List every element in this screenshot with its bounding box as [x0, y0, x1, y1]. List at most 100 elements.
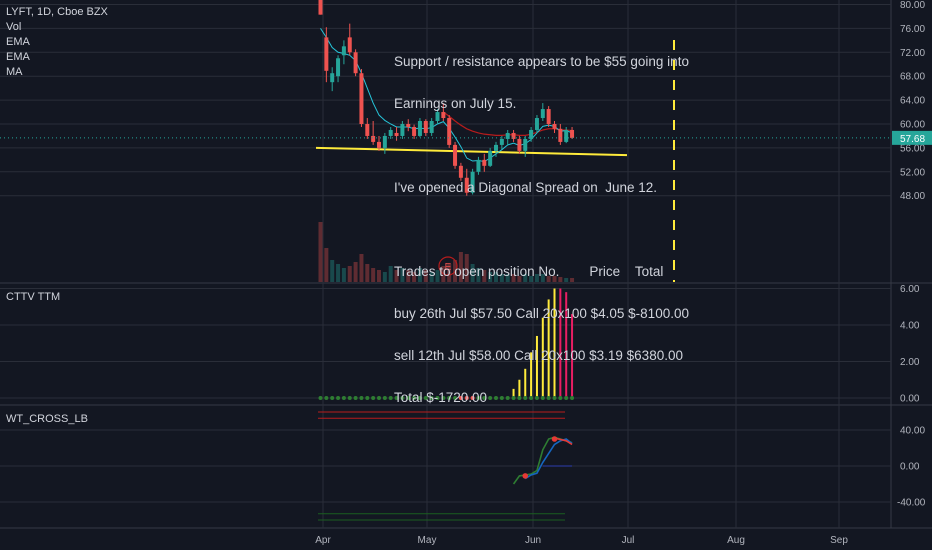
- cttv-pane-label[interactable]: CTTV TTM: [6, 291, 61, 303]
- squeeze-dot: [523, 396, 528, 400]
- volume-bar: [324, 248, 329, 282]
- cttv-tick-label: 4.00: [900, 321, 920, 332]
- candle-body: [423, 121, 428, 133]
- candle-body: [330, 73, 335, 83]
- candle-body: [552, 124, 557, 129]
- squeeze-dot: [552, 396, 557, 400]
- volume-bar: [447, 264, 452, 282]
- candle-body: [365, 124, 370, 136]
- volume-bar: [540, 274, 545, 282]
- volume-bar: [458, 252, 463, 282]
- price-tick-label: 76.00: [900, 24, 925, 35]
- candle-body: [558, 128, 563, 142]
- candle-body: [371, 135, 376, 142]
- squeeze-dot: [499, 396, 504, 400]
- squeeze-dot: [429, 396, 434, 400]
- cttv-histogram-bar: [565, 292, 568, 398]
- squeeze-dot: [570, 396, 575, 400]
- cttv-histogram-bar: [547, 299, 550, 398]
- volume-bar: [517, 276, 522, 282]
- volume-bar: [511, 274, 516, 282]
- candle-body: [318, 0, 323, 15]
- time-axis-label: Sep: [830, 535, 848, 546]
- candle-body: [494, 144, 498, 151]
- squeeze-dot: [336, 396, 341, 400]
- candle-body: [435, 112, 440, 122]
- wt-pane-label[interactable]: WT_CROSS_LB: [6, 413, 88, 425]
- price-tick-label: 60.00: [900, 120, 925, 131]
- squeeze-dot: [529, 396, 534, 400]
- candle-body: [441, 112, 446, 119]
- indicator-ema-2[interactable]: EMA: [6, 51, 30, 63]
- wt-cross-dot: [522, 473, 529, 479]
- cttv-histogram-bar: [571, 314, 574, 398]
- squeeze-dot: [406, 396, 411, 400]
- volume-bar: [423, 270, 428, 282]
- candle-body: [534, 118, 539, 130]
- squeeze-dot: [347, 396, 352, 400]
- wt-tail: [554, 437, 573, 446]
- volume-bar: [347, 266, 352, 282]
- volume-bar: [482, 270, 487, 282]
- volume-bar: [552, 276, 557, 282]
- indicator-ema-1[interactable]: EMA: [6, 36, 30, 48]
- cttv-histogram-bar: [553, 288, 556, 398]
- volume-bar: [429, 272, 434, 282]
- cttv-histogram-bar: [559, 288, 562, 398]
- squeeze-dot: [564, 396, 569, 400]
- volume-bar: [476, 268, 481, 282]
- cttv-tick-label: 6.00: [900, 284, 920, 295]
- candle-body: [511, 132, 516, 139]
- indicator-vol[interactable]: Vol: [6, 21, 22, 33]
- candle-body: [517, 138, 522, 151]
- note-spacer: [394, 139, 689, 153]
- volume-bar: [523, 274, 528, 282]
- note-line: buy 26th Jul $57.50 Call 20x100 $4.05 $-…: [394, 306, 689, 321]
- time-axis-label: Apr: [315, 535, 331, 546]
- squeeze-dot: [423, 396, 428, 400]
- trade-note[interactable]: Support / resistance appears to be $55 g…: [394, 27, 689, 419]
- squeeze-dot: [546, 396, 551, 400]
- earnings-marker-label: E: [445, 262, 452, 273]
- squeeze-dot: [558, 396, 563, 400]
- last-price-badge: [892, 130, 932, 145]
- squeeze-dot: [482, 396, 487, 400]
- candle-body: [406, 124, 411, 127]
- volume-bar: [359, 254, 364, 282]
- candle-body: [488, 150, 493, 166]
- candle-body: [394, 132, 399, 136]
- candle-body: [388, 129, 393, 136]
- volume-bar: [336, 264, 341, 282]
- volume-bar: [564, 278, 569, 282]
- note-line: Total $-1720.00: [394, 390, 488, 405]
- volume-bar: [394, 270, 399, 282]
- candle-body: [382, 135, 387, 148]
- squeeze-dot: [394, 396, 399, 400]
- candle-body: [447, 118, 452, 145]
- squeeze-dot: [511, 396, 516, 400]
- squeeze-dot: [341, 396, 346, 400]
- candle-body: [336, 58, 341, 77]
- price-tick-label: 52.00: [900, 167, 925, 178]
- volume-bar: [330, 260, 335, 282]
- cttv-tick-label: 0.00: [900, 394, 920, 405]
- squeeze-dot: [464, 396, 469, 400]
- symbol-title[interactable]: LYFT, 1D, Cboe BZX: [6, 6, 108, 18]
- indicator-ma[interactable]: MA: [6, 66, 23, 78]
- price-tick-label: 68.00: [900, 72, 925, 83]
- squeeze-dot: [388, 396, 393, 400]
- squeeze-dot: [435, 396, 440, 400]
- volume-bar: [388, 266, 393, 282]
- price-tick-label: 80.00: [900, 0, 925, 11]
- last-price-label: 57.68: [900, 134, 925, 145]
- volume-bar: [382, 272, 387, 282]
- candle-body: [347, 37, 352, 53]
- volume-bar: [400, 268, 405, 282]
- candle-body: [359, 73, 364, 124]
- note-line: Trades to open position No. Price Total: [394, 264, 664, 279]
- volume-bar: [499, 274, 504, 282]
- volume-bar: [529, 276, 534, 282]
- candle-body: [499, 138, 504, 145]
